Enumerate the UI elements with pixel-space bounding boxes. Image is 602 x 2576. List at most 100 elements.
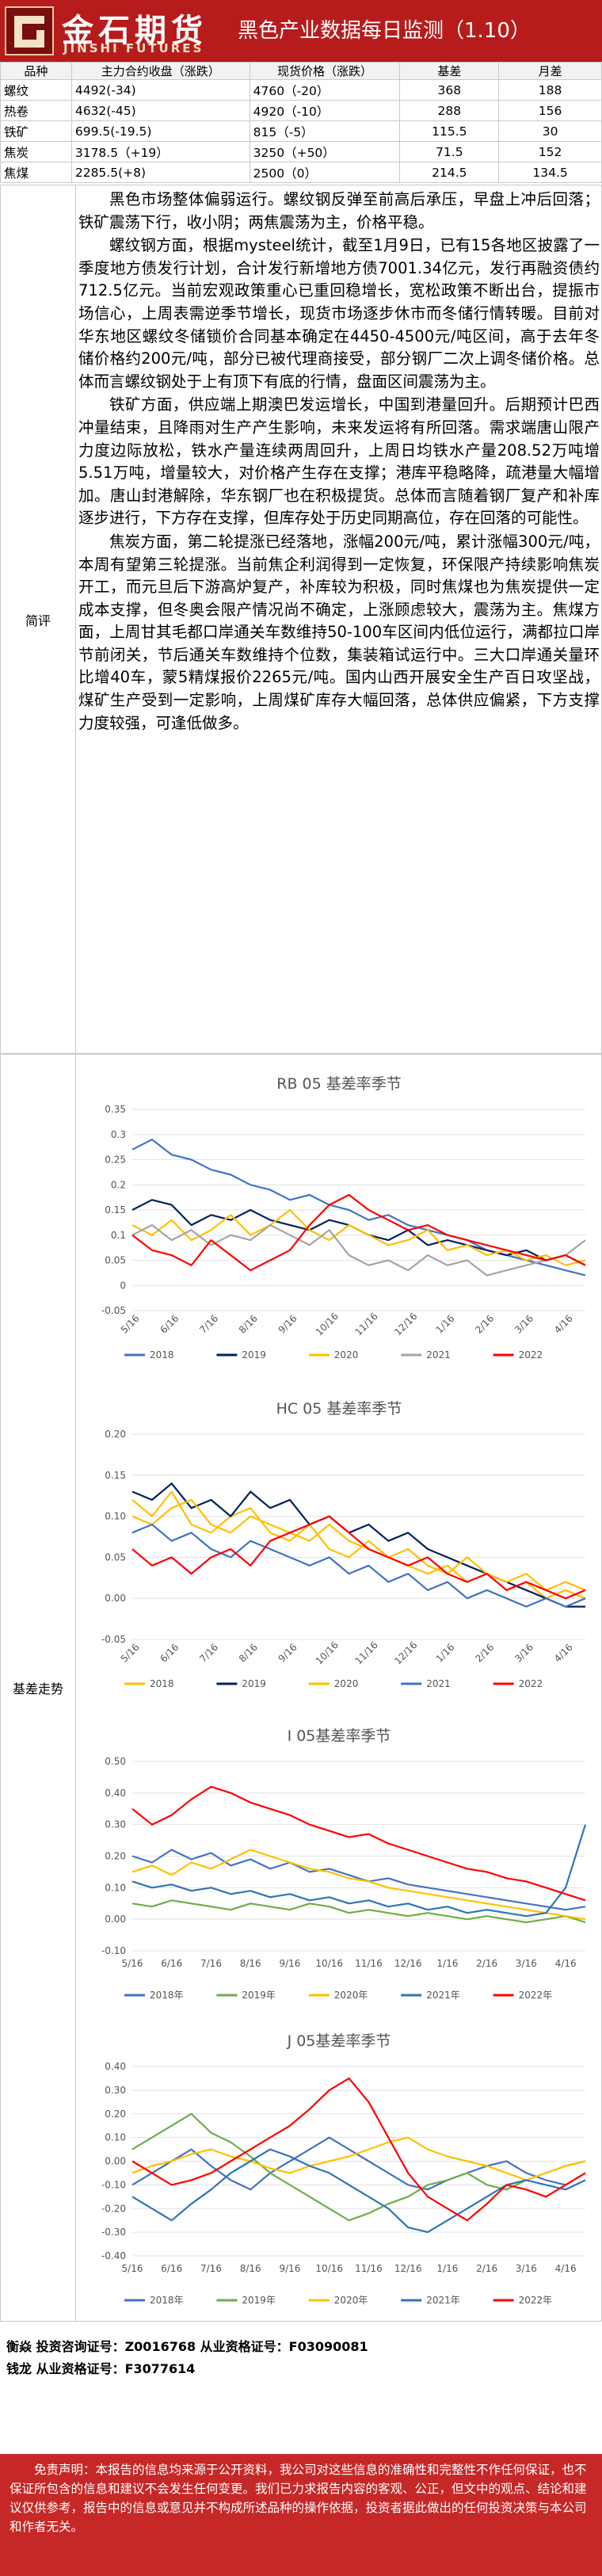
logo-mark-icon [5,6,54,55]
col-header-month-spread: 月差 [498,62,602,80]
chart-title: HC 05 基差率季节 [276,1400,402,1418]
chart-svg: I 05基差率季节 0.50 0.40 0.30 0.20 0.10 0.00 -0.10 5/… [101,1727,587,2001]
x-tick-label: 6/16 [161,1958,182,1969]
j05-basis-chart: J 05基差率季节 0.40 0.30 0.20 0.10 0.00 -0.10 -0.20 -… [77,2021,601,2318]
col-header-basis: 基差 [399,62,500,80]
cell-spot-price: 2500（0） [249,162,401,183]
y-tick-label: -0.05 [101,1305,126,1316]
cell-month-spread: 30 [498,120,602,142]
x-tick-label: 4/16 [555,1958,577,1969]
y-tick-label: -0.10 [101,2179,126,2190]
y-tick-label: 0.20 [105,1851,126,1862]
x-tick-label: 12/16 [392,1639,419,1666]
cell-variety: 焦炭 [0,141,72,162]
cell-month-spread: 188 [498,79,602,101]
series-line [131,1224,586,1277]
y-tick-label: 0.25 [105,1154,126,1166]
x-tick-label: 8/16 [237,1313,260,1336]
y-tick-label: 0.30 [105,2085,126,2096]
series-line [131,1849,586,1911]
series-line [131,1785,586,1902]
x-tick-label: 6/16 [161,2263,182,2274]
x-tick-label: 11/16 [355,1958,383,1969]
series-line [131,1824,587,1918]
y-tick-label: -0.05 [101,1634,126,1645]
series-line [131,1849,586,1921]
x-tick-label: 8/16 [237,1642,260,1665]
x-tick-label: 4/16 [552,1313,575,1336]
table-row: 焦炭 3178.5（+19） 3250（+50） 71.5 152 [0,141,602,162]
x-tick-label: 11/16 [352,1311,379,1338]
x-tick-label: 4/16 [552,1642,575,1665]
y-tick-label: 0.2 [111,1179,126,1190]
cell-spot-price: 4760（-20） [249,79,401,101]
x-tick-label: 4/16 [555,2263,577,2274]
hc05-basis-chart: HC 05 基差率季节 0.20 0.15 0.10 0.05 0.00 -0.05 5/16… [77,1388,601,1701]
logo-english-name: JINSHI FUTURES [63,41,204,55]
y-tick-label: 0.15 [105,1204,126,1215]
cell-main-contract: 699.5(-19.5) [70,120,250,142]
comment-paragraph-rebar: 螺纹钢方面，根据mysteel统计，截至1月9日，已有15各地区披露了一季度地方… [78,236,600,391]
cell-spot-price: 815（-5） [249,120,401,142]
analyst-credit-line: 钱龙 从业资格证号：F3077614 [6,2361,196,2376]
x-tick-label: 9/16 [279,1958,300,1969]
basis-charts-label: 基差走势 [1,1055,76,2321]
x-tick-label: 3/16 [516,1958,537,1969]
y-tick-label: 0.1 [111,1230,126,1241]
y-tick-label: 0.40 [105,2061,126,2072]
legend-label: 2018 [150,1349,174,1361]
disclaimer: 免责声明：本报告的信息均来源于公开资料，我公司对这些信息的准确性和完整性不作任何… [0,2454,602,2576]
cell-variety: 螺纹 [0,79,72,101]
y-tick-label: 0.35 [105,1104,126,1115]
report-header: 金石期货 JINSHI FUTURES 黑色产业数据每日监测（1.10） [0,0,602,62]
series-line [131,1523,586,1608]
x-tick-label: 11/16 [352,1639,379,1666]
price-table: 品种 主力合约收盘（涨跌） 现货价格（涨跌） 基差 月差 螺纹 4492(-34… [0,62,602,183]
x-tick-label: 1/16 [434,1642,457,1665]
cell-main-contract: 2285.5(+8) [70,162,250,183]
legend-label: 2022 [519,1678,543,1689]
i05-basis-chart: I 05基差率季节 0.50 0.40 0.30 0.20 0.10 0.00 -0.10 5/… [77,1715,601,2013]
cell-spot-price: 3250（+50） [249,141,401,162]
y-tick-label: 0.15 [105,1470,126,1481]
y-tick-label: 0.05 [105,1551,126,1563]
legend-label: 2019年 [242,2295,276,2306]
x-tick-label: 5/16 [119,1313,142,1336]
series-line [131,2136,586,2181]
legend-label: 2021 [426,1349,451,1361]
series-line [131,1483,585,1608]
y-tick-label: 0.20 [105,1429,126,1440]
x-tick-label: 1/16 [436,2263,458,2274]
y-tick-label: 0.30 [105,1819,126,1830]
legend-label: 2022 [519,1349,543,1361]
cell-basis: 71.5 [399,141,500,162]
chart-svg: RB 05 基差率季节 0.35 0.3 0.25 0.2 0.15 0.1 0.05 0 -0.… [101,1075,586,1361]
x-tick-label: 2/16 [473,1642,496,1665]
chart-svg: HC 05 基差率季节 0.20 0.15 0.10 0.05 0.00 -0.055/16… [101,1400,586,1689]
analyst-credit-line: 衡焱 投资咨询证号：Z0016768 从业资格证号：F03090081 [6,2339,368,2354]
legend-label: 2019 [242,1678,266,1689]
series-line [131,1515,586,1600]
x-tick-label: 1/16 [434,1313,457,1336]
chart-svg: J 05基差率季节 0.40 0.30 0.20 0.10 0.00 -0.10 -0.20 -… [101,2032,586,2306]
series-line [131,1138,586,1277]
x-tick-label: 8/16 [240,1958,261,1969]
series-line [131,1193,586,1272]
cell-variety: 铁矿 [0,120,72,142]
x-tick-label: 11/16 [355,2263,383,2274]
legend-label: 2022年 [519,2295,553,2306]
y-tick-label: -0.20 [101,2203,126,2214]
comment-paragraph-iron-ore: 铁矿方面，供应端上期澳巴发运增长，中国到港量回升。后期预计巴西冲量结束，且降雨对… [78,395,600,528]
y-tick-label: -0.10 [101,1945,126,1956]
x-tick-label: 6/16 [158,1313,181,1336]
x-tick-label: 1/16 [436,1958,458,1969]
logo-chinese-name: 金石期货 [62,13,208,49]
report-title: 黑色产业数据每日监测（1.10） [238,19,531,43]
table-row: 铁矿 699.5(-19.5) 815（-5） 115.5 30 [0,120,602,142]
y-tick-label: 0.00 [105,2156,126,2167]
x-tick-label: 9/16 [276,1642,299,1665]
y-tick-label: -0.40 [101,2250,126,2261]
chart-title: RB 05 基差率季节 [276,1075,402,1093]
x-tick-label: 10/16 [314,1639,341,1666]
cell-basis: 214.5 [399,162,500,183]
